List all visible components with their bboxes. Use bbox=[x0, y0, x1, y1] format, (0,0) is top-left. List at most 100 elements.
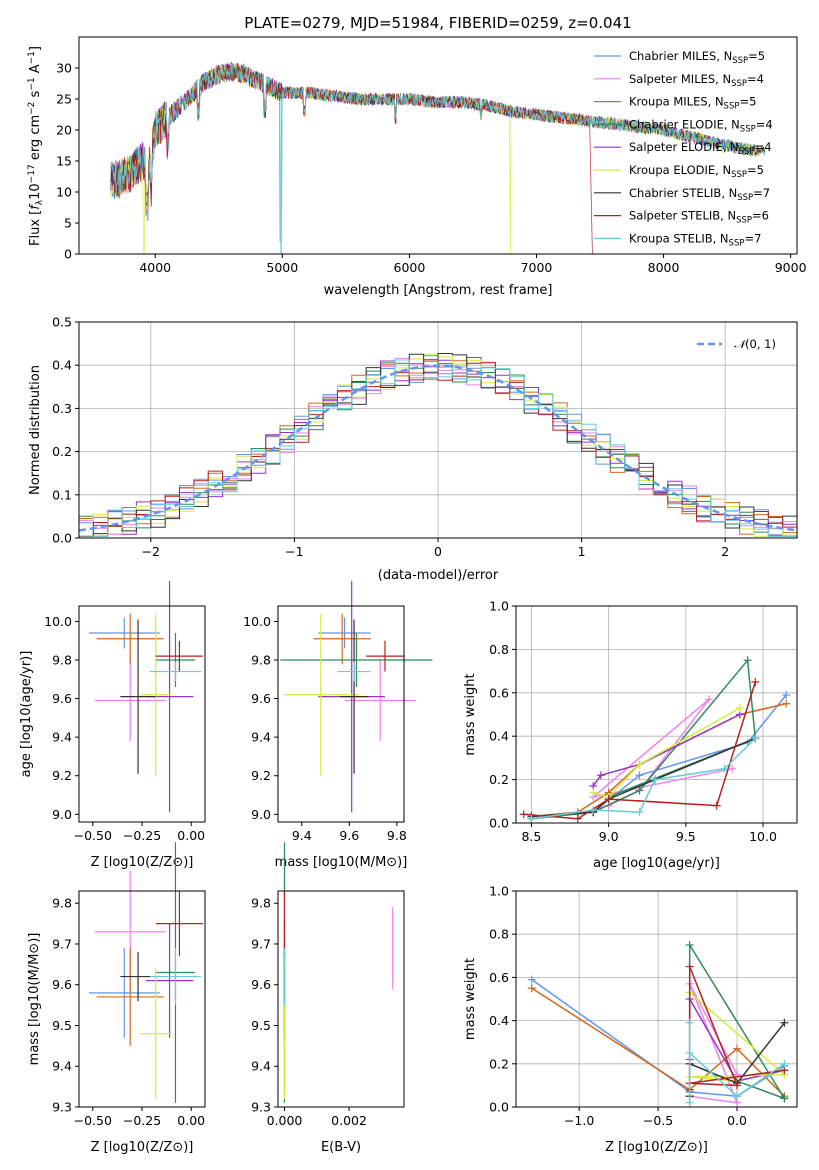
tick-label: 0 bbox=[64, 247, 72, 262]
panel-frame bbox=[277, 890, 405, 1108]
tick-label: −1.0 bbox=[564, 1113, 594, 1128]
parameter-panels: −0.50 −0.25 0.00 9.0 9.2 9.4 9.6 9.8 10.0 Z [log1… bbox=[19, 580, 433, 1155]
weight-line bbox=[689, 991, 787, 1082]
panel-ylabel: mass weight bbox=[463, 673, 478, 755]
parameter-panel: −0.50 −0.25 0.00 9.3 9.4 9.5 9.6 9.7 9.8 Z [log10… bbox=[27, 842, 206, 1155]
legend-label: Salpeter MILES, NSSP=4 bbox=[629, 72, 764, 89]
tick-label: 0.0 bbox=[489, 1100, 509, 1115]
panel-xlabel: mass [log10(M/M⊙)] bbox=[275, 855, 408, 870]
histogram-step bbox=[79, 359, 797, 537]
tick-label: 9.8 bbox=[52, 653, 72, 668]
legend-label: Kroupa STELIB, NSSP=7 bbox=[629, 231, 761, 248]
panel-xlabel: E(B-V) bbox=[321, 1140, 361, 1155]
tick-label: 0.2 bbox=[52, 444, 72, 459]
spectrum-line bbox=[110, 64, 766, 255]
tick-label: 0.6 bbox=[489, 685, 509, 700]
tick-label: 0.4 bbox=[52, 358, 72, 373]
tick-label: 9.0 bbox=[251, 807, 271, 822]
tick-label: 6000 bbox=[394, 260, 426, 275]
tick-label: 9.2 bbox=[251, 768, 271, 783]
tick-label: 9.7 bbox=[251, 936, 271, 951]
legend-label: Chabrier ELODIE, NSSP=4 bbox=[629, 117, 773, 134]
histogram-xlabel: (data-model)/error bbox=[378, 568, 499, 583]
tick-label: 4000 bbox=[139, 260, 171, 275]
tick-label: 9.4 bbox=[251, 1059, 271, 1074]
legend-label: Kroupa MILES, NSSP=5 bbox=[629, 95, 756, 112]
tick-label: 9.4 bbox=[251, 730, 271, 745]
tick-label: −1 bbox=[285, 544, 303, 559]
tick-label: 0.4 bbox=[489, 729, 509, 744]
spectrum-ylabel: Flux [fλ10−17 erg cm−2 s−1 A−1] bbox=[27, 46, 45, 246]
tick-label: 5000 bbox=[266, 260, 298, 275]
tick-label: −0.5 bbox=[643, 1113, 673, 1128]
tick-label: 9.2 bbox=[52, 768, 72, 783]
tick-label: 0.00 bbox=[177, 1113, 205, 1128]
tick-label: 1.0 bbox=[489, 599, 509, 614]
tick-label: 10.0 bbox=[749, 829, 777, 844]
tick-label: 9.8 bbox=[251, 653, 271, 668]
legend-label: Chabrier STELIB, NSSP=7 bbox=[629, 186, 770, 203]
legend-label: Salpeter ELODIE, NSSP=4 bbox=[629, 140, 772, 157]
legend-label: Salpeter STELIB, NSSP=6 bbox=[629, 209, 769, 226]
tick-label: 0.3 bbox=[52, 401, 72, 416]
tick-label: 15 bbox=[56, 154, 72, 169]
normal-legend-label: 𝒩(0, 1) bbox=[734, 337, 776, 351]
weight-line bbox=[531, 737, 756, 820]
panel-frame bbox=[515, 605, 798, 824]
weight-line bbox=[689, 983, 739, 1104]
tick-label: 10.0 bbox=[44, 614, 72, 629]
tick-label: 9000 bbox=[775, 260, 807, 275]
tick-label: −0.25 bbox=[123, 1113, 161, 1128]
weight-line bbox=[531, 694, 787, 820]
tick-label: 0.0 bbox=[489, 816, 509, 831]
weight-line bbox=[531, 658, 757, 820]
tick-label: 0.8 bbox=[489, 642, 509, 657]
panel-ylabel: mass weight bbox=[463, 958, 478, 1040]
legend-label: Chabrier MILES, NSSP=5 bbox=[629, 49, 765, 66]
parameter-panel: −0.50 −0.25 0.00 9.0 9.2 9.4 9.6 9.8 10.0 Z [log1… bbox=[19, 580, 206, 870]
legend-label: Kroupa ELODIE, NSSP=5 bbox=[629, 163, 764, 180]
tick-label: 0.5 bbox=[52, 315, 72, 330]
tick-label: 0.4 bbox=[489, 1013, 509, 1028]
tick-label: 20 bbox=[56, 123, 72, 138]
weight-line bbox=[592, 707, 741, 798]
tick-label: 0.0 bbox=[727, 1113, 747, 1128]
tick-label: 0.00 bbox=[177, 828, 205, 843]
tick-label: 10.0 bbox=[243, 614, 271, 629]
panel-ylabel: age [log10(age/yr)] bbox=[19, 651, 34, 778]
histogram-ylabel: Normed distribution bbox=[28, 365, 43, 495]
tick-label: 9.5 bbox=[52, 1018, 72, 1033]
weight-line bbox=[531, 702, 787, 818]
tick-label: 9.8 bbox=[251, 896, 271, 911]
tick-label: 9.4 bbox=[52, 1059, 72, 1074]
weight-line bbox=[531, 987, 785, 1097]
normal-curve bbox=[78, 364, 798, 532]
tick-label: 9.6 bbox=[251, 977, 271, 992]
tick-label: −0.50 bbox=[74, 828, 112, 843]
tick-label: 1 bbox=[578, 544, 586, 559]
tick-label: 25 bbox=[56, 92, 72, 107]
weight-line bbox=[592, 713, 741, 787]
spectrum-legend: Chabrier MILES, NSSP=5 Salpeter MILES, NS… bbox=[594, 49, 773, 248]
weight-panel: 8.5 9.0 9.5 10.0 0.0 0.2 0.4 0.6 0.8 1.0 age [log1… bbox=[463, 599, 798, 871]
panel-frame bbox=[277, 605, 405, 823]
parameter-panel: 9.4 9.6 9.8 9.0 9.2 9.4 9.6 9.8 10.0 mass [log10(… bbox=[243, 580, 433, 870]
panel-xlabel: Z [log10(Z/Z⊙)] bbox=[605, 1140, 708, 1155]
tick-label: 0.000 bbox=[267, 1113, 303, 1128]
tick-label: 9.6 bbox=[52, 691, 72, 706]
panel-xlabel: age [log10(age/yr)] bbox=[593, 856, 720, 871]
tick-label: 9.6 bbox=[339, 828, 359, 843]
spectrum-line bbox=[110, 61, 593, 255]
tick-label: 0.2 bbox=[489, 772, 509, 787]
panel-ylabel: mass [log10(M/M⊙)] bbox=[27, 933, 42, 1066]
tick-label: 9.6 bbox=[251, 691, 271, 706]
tick-label: −0.25 bbox=[123, 828, 161, 843]
tick-label: 8000 bbox=[648, 260, 680, 275]
tick-label: 9.8 bbox=[52, 896, 72, 911]
tick-label: 1.0 bbox=[489, 884, 509, 899]
tick-label: 0.1 bbox=[52, 487, 72, 502]
tick-label: 0.002 bbox=[331, 1113, 367, 1128]
tick-label: −0.50 bbox=[74, 1113, 112, 1128]
tick-label: 9.0 bbox=[599, 829, 619, 844]
